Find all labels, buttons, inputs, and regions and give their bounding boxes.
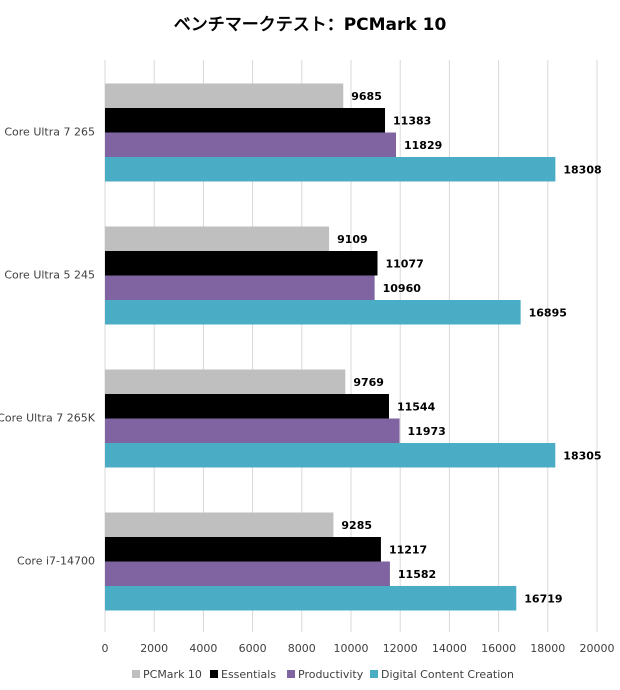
axis-labels: 0 2000 4000 6000 8000 10000 12000 14000 16000 180… xyxy=(0,126,615,656)
bar xyxy=(105,561,390,586)
bar xyxy=(105,586,517,611)
data-label: 11217 xyxy=(389,543,427,556)
x-tick-label: 20000 xyxy=(580,642,615,655)
x-tick-label: 6000 xyxy=(239,642,267,655)
x-tick-label: 4000 xyxy=(189,642,217,655)
data-label: 11829 xyxy=(404,139,442,152)
bar xyxy=(105,300,521,325)
data-label: 10960 xyxy=(383,282,422,295)
data-label: 18308 xyxy=(563,163,601,176)
x-tick-label: 0 xyxy=(102,642,109,655)
bars xyxy=(105,83,556,611)
bar xyxy=(105,275,375,300)
data-label: 11582 xyxy=(398,568,436,581)
data-label: 11383 xyxy=(393,114,431,127)
data-label: 18305 xyxy=(563,449,601,462)
bar xyxy=(105,369,346,394)
bar xyxy=(105,418,400,443)
legend-label: Productivity xyxy=(298,668,364,681)
data-label: 9285 xyxy=(341,519,372,532)
bar xyxy=(105,157,556,182)
legend-label: PCMark 10 xyxy=(143,668,202,681)
category-label: Core Ultra 7 265 xyxy=(4,126,95,139)
bar xyxy=(105,537,381,562)
x-tick-label: 16000 xyxy=(481,642,516,655)
category-label: Core Ultra 7 265K xyxy=(0,412,96,425)
bar xyxy=(105,108,386,133)
bar xyxy=(105,132,396,157)
legend-swatch xyxy=(287,670,295,678)
x-tick-label: 18000 xyxy=(530,642,565,655)
data-label: 16719 xyxy=(524,592,562,605)
category-label: Core Ultra 5 245 xyxy=(4,269,95,282)
legend-label: Essentials xyxy=(221,668,276,681)
x-tick-label: 2000 xyxy=(140,642,168,655)
legend-swatch xyxy=(370,670,378,678)
data-label: 9109 xyxy=(337,233,368,246)
data-label: 9769 xyxy=(353,376,384,389)
bar xyxy=(105,83,344,108)
legend-label: Digital Content Creation xyxy=(381,668,514,681)
bar xyxy=(105,394,389,419)
legend-swatch xyxy=(132,670,140,678)
legend: PCMark 10 Essentials Productivity Digital C… xyxy=(132,668,514,681)
bar xyxy=(105,251,378,276)
data-label: 11077 xyxy=(385,257,423,270)
data-label: 11544 xyxy=(397,400,436,413)
data-label: 9685 xyxy=(351,90,382,103)
x-tick-label: 8000 xyxy=(288,642,316,655)
data-label: 16895 xyxy=(529,306,567,319)
chart-title: ベンチマークテスト：PCMark 10 xyxy=(173,15,447,35)
data-labels: 9685 11383 11829 18308 9109 11077 10960 16895 97… xyxy=(337,90,602,606)
legend-swatch xyxy=(210,670,218,678)
bar xyxy=(105,512,334,537)
x-tick-label: 10000 xyxy=(334,642,369,655)
x-tick-label: 14000 xyxy=(432,642,467,655)
data-label: 11973 xyxy=(408,425,446,438)
x-tick-label: 12000 xyxy=(383,642,418,655)
bar xyxy=(105,226,330,251)
bar xyxy=(105,443,556,468)
category-label: Core i7-14700 xyxy=(17,555,95,568)
